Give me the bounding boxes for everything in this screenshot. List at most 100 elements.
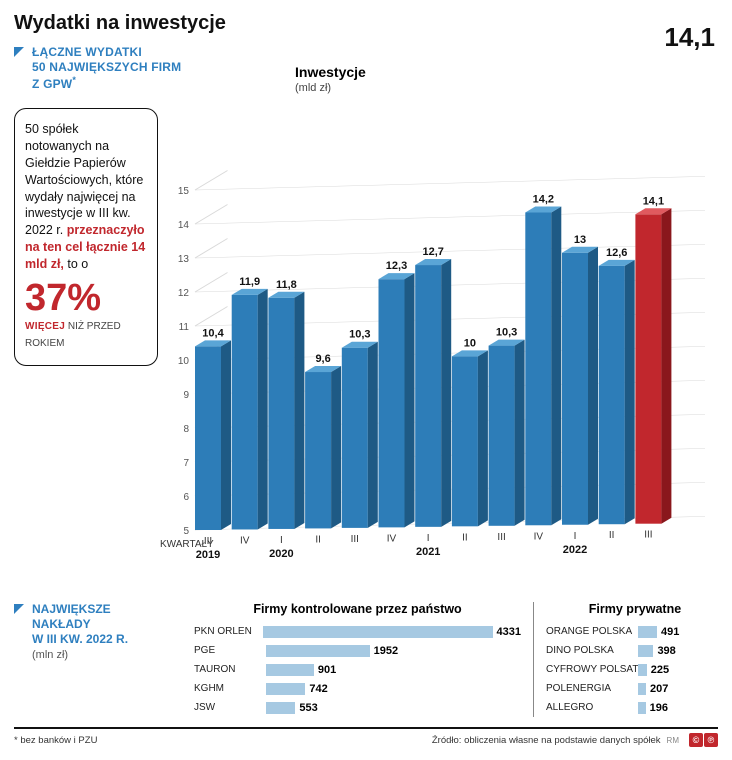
svg-text:9,6: 9,6 xyxy=(315,353,330,365)
company-value: 207 xyxy=(650,683,668,695)
svg-text:2021: 2021 xyxy=(416,546,440,558)
svg-text:III: III xyxy=(644,530,652,541)
callout-box: 50 spółek notowanych na Giełdzie Papieró… xyxy=(14,108,158,366)
subtitle-line1: ŁĄCZNE WYDATKI xyxy=(32,45,142,59)
svg-text:IV: IV xyxy=(240,535,250,546)
mini-bar xyxy=(638,645,653,657)
mini-bar-row: TAURON901 xyxy=(194,660,521,679)
callout-percent-sub: WIĘCEJ xyxy=(25,321,65,332)
company-name: JSW xyxy=(194,702,266,713)
mini-charts: Firmy kontrolowane przez państwo PKN ORL… xyxy=(194,602,724,717)
mini-bar xyxy=(638,664,647,676)
company-name: POLENERGIA xyxy=(546,683,638,694)
mini-bar-area: 491 xyxy=(638,626,724,638)
main-chart-svg: 5678910111213141510,4III201911,9IV11,8I2… xyxy=(165,100,715,560)
copyright-p-icon: ℗ xyxy=(704,733,718,747)
svg-text:10,3: 10,3 xyxy=(496,327,517,339)
svg-text:I: I xyxy=(427,533,430,544)
chart-unit: (mld zł) xyxy=(295,82,331,94)
svg-text:6: 6 xyxy=(183,492,189,503)
svg-text:I: I xyxy=(574,531,577,542)
company-value: 225 xyxy=(651,664,669,676)
company-value: 1952 xyxy=(374,645,398,657)
mini-bar xyxy=(266,683,305,695)
sec2-unit: (mln zł) xyxy=(32,649,68,661)
subtitle-block: ŁĄCZNE WYDATKI 50 NAJWIĘKSZYCH FIRM Z GP… xyxy=(32,45,181,92)
svg-text:12,7: 12,7 xyxy=(422,246,443,258)
mini-bar-area: 225 xyxy=(638,664,724,676)
footer: * bez banków i PZU Źródło: obliczenia wł… xyxy=(14,727,718,747)
mini-bar xyxy=(263,626,493,638)
sec2-line1: NAJWIĘKSZE xyxy=(32,602,111,616)
mini-bar-row: POLENERGIA 207 xyxy=(546,679,724,698)
footnote: * bez banków i PZU xyxy=(14,735,97,746)
svg-text:9: 9 xyxy=(183,390,189,401)
chart-title: Inwestycje xyxy=(295,64,366,80)
callout-percent: 37% xyxy=(25,279,147,317)
author-initials: RM xyxy=(667,736,679,745)
mini-bar xyxy=(638,683,646,695)
mini-bar xyxy=(266,664,314,676)
svg-text:10: 10 xyxy=(464,337,476,349)
source: Źródło: obliczenia własne na podstawie d… xyxy=(432,735,661,746)
copyright-badge: © ℗ xyxy=(689,733,718,747)
svg-text:14: 14 xyxy=(178,220,190,231)
footer-right: Źródło: obliczenia własne na podstawie d… xyxy=(432,733,718,747)
section-2-title-block: NAJWIĘKSZE NAKŁADY W III KW. 2022 R. (ml… xyxy=(14,602,184,663)
svg-text:12: 12 xyxy=(178,288,190,299)
svg-text:I: I xyxy=(280,535,283,546)
svg-text:II: II xyxy=(315,534,321,545)
svg-text:2022: 2022 xyxy=(563,544,587,556)
svg-text:12,3: 12,3 xyxy=(386,260,407,272)
state-companies-head: Firmy kontrolowane przez państwo xyxy=(194,602,521,616)
svg-text:14,1: 14,1 xyxy=(643,195,664,207)
svg-text:14,2: 14,2 xyxy=(533,193,554,205)
mini-bar-row: ALLEGRO196 xyxy=(546,698,724,717)
copyright-c-icon: © xyxy=(689,733,703,747)
mini-bar xyxy=(638,626,657,638)
company-name: CYFROWY POLSAT xyxy=(546,664,638,675)
private-companies-head: Firmy prywatne xyxy=(546,602,724,616)
svg-text:III: III xyxy=(497,532,505,543)
svg-text:2019: 2019 xyxy=(196,549,220,560)
company-value: 742 xyxy=(309,683,327,695)
subtitle-asterisk: * xyxy=(72,75,76,85)
svg-text:2020: 2020 xyxy=(269,548,293,560)
mini-bar-row: CYFROWY POLSAT 225 xyxy=(546,660,724,679)
x-axis-label: KWARTAŁY xyxy=(160,539,214,550)
company-value: 553 xyxy=(299,702,317,714)
svg-text:12,6: 12,6 xyxy=(606,247,627,259)
svg-text:11: 11 xyxy=(179,322,190,333)
company-name: ORANGE POLSKA xyxy=(546,626,638,637)
svg-text:10,4: 10,4 xyxy=(202,327,224,339)
section-2-title: NAJWIĘKSZE NAKŁADY W III KW. 2022 R. (ml… xyxy=(32,602,128,663)
company-name: DINO POLSKA xyxy=(546,645,638,656)
svg-text:15: 15 xyxy=(178,186,190,197)
callout-text-1: 50 spółek notowanych na Giełdzie Papieró… xyxy=(25,122,143,237)
svg-text:10,3: 10,3 xyxy=(349,329,370,341)
mini-bar-area: 207 xyxy=(638,683,724,695)
svg-text:11,8: 11,8 xyxy=(276,279,297,291)
company-value: 901 xyxy=(318,664,336,676)
arrow-down-left-icon xyxy=(14,47,24,57)
private-companies-rows: ORANGE POLSKA491DINO POLSKA398CYFROWY PO… xyxy=(546,622,724,717)
mini-bar xyxy=(266,702,295,714)
mini-bar-area: 901 xyxy=(266,664,521,676)
state-companies-col: Firmy kontrolowane przez państwo PKN ORL… xyxy=(194,602,534,717)
mini-bar-area: 553 xyxy=(266,702,521,714)
mini-bar-row: KGHM 742 xyxy=(194,679,521,698)
callout-text-2: to o xyxy=(64,257,88,271)
company-value: 196 xyxy=(650,702,668,714)
svg-text:13: 13 xyxy=(178,254,190,265)
arrow-down-left-icon xyxy=(14,604,24,614)
mini-bar xyxy=(638,702,646,714)
company-name: KGHM xyxy=(194,683,266,694)
mini-bar-area: 4331 xyxy=(263,626,521,638)
svg-text:II: II xyxy=(609,530,615,541)
svg-text:5: 5 xyxy=(183,526,189,537)
company-value: 4331 xyxy=(497,626,521,638)
svg-text:7: 7 xyxy=(183,458,189,469)
mini-bar-area: 1952 xyxy=(266,645,521,657)
infographic-root: Wydatki na inwestycje ŁĄCZNE WYDATKI 50 … xyxy=(0,0,732,755)
mini-bar-area: 742 xyxy=(266,683,521,695)
